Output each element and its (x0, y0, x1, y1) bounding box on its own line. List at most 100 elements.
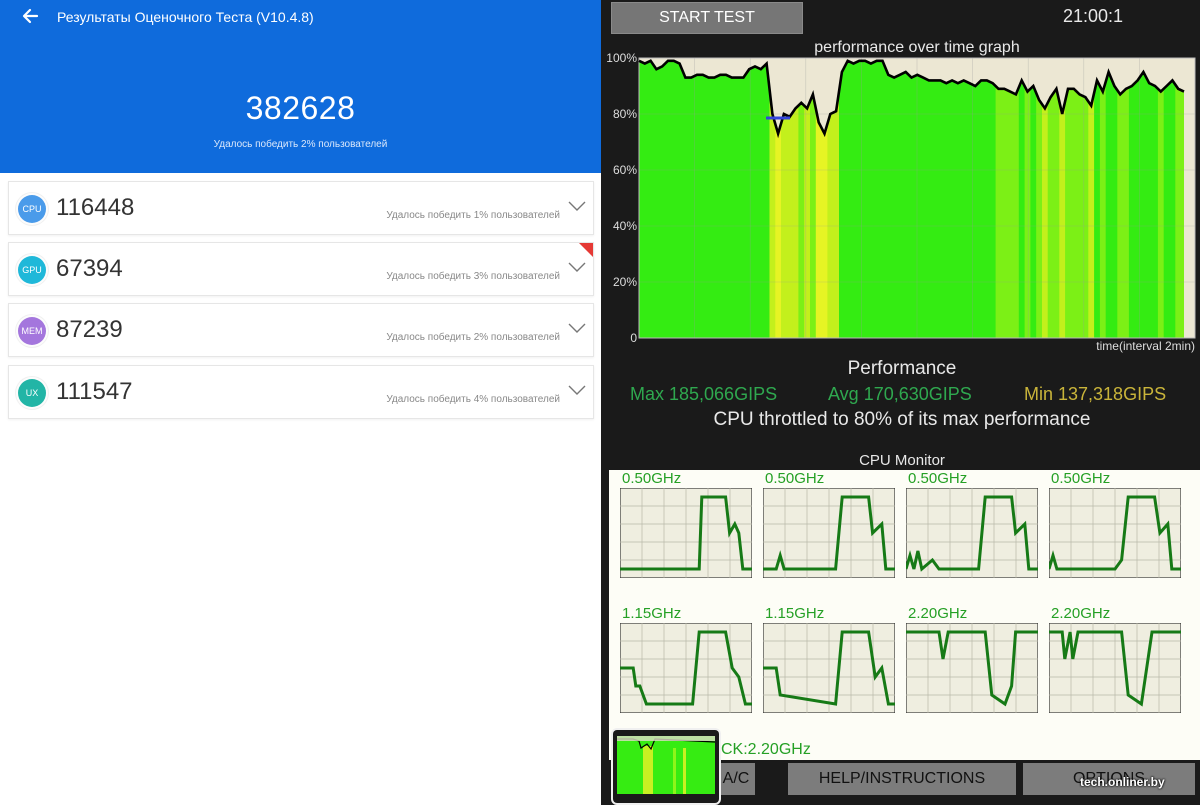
category-subtitle: Удалось победить 3% пользователей (386, 271, 560, 282)
performance-stripe (1123, 60, 1130, 338)
cpu-core-cell: 2.20GHz (895, 605, 1038, 740)
performance-stripe (862, 60, 869, 338)
performance-title: Performance (847, 358, 957, 379)
category-card-cpu[interactable]: CPU 116448 Удалось победить 1% пользоват… (8, 181, 594, 235)
performance-stripe (995, 60, 1002, 338)
performance-stripe (978, 60, 985, 338)
performance-stripe (943, 60, 950, 338)
help-instructions-button[interactable]: HELP/INSTRUCTIONS (788, 763, 1016, 795)
performance-stripe (757, 60, 765, 338)
graph-grid (639, 58, 1195, 338)
cpu-core-plot (1049, 623, 1181, 713)
performance-stripe (1099, 60, 1107, 338)
category-score: 111547 (56, 378, 133, 405)
cpu-core-plot (906, 623, 1038, 713)
cpu-core-frequency: 0.50GHz (622, 470, 682, 487)
performance-stripe (1007, 60, 1014, 338)
start-test-button[interactable]: START TEST (611, 2, 803, 34)
chevron-down-icon[interactable] (567, 260, 587, 274)
performance-stripe (1088, 60, 1095, 338)
cpu-core-load-line (763, 495, 895, 571)
cpu-core-frequency: 1.15GHz (622, 605, 682, 622)
performance-stripe (1082, 60, 1089, 338)
performance-stripe (723, 60, 730, 338)
cpu-core-frequency: 0.50GHz (1051, 470, 1111, 487)
cpu-core-load-line (906, 630, 1038, 707)
performance-stripe (688, 60, 695, 338)
screenshot-thumbnail[interactable] (611, 728, 721, 805)
performance-stripe (914, 60, 921, 338)
category-subtitle: Удалось победить 1% пользователей (386, 210, 560, 221)
category-card-ux[interactable]: UX 111547 Удалось победить 4% пользовате… (8, 365, 594, 419)
performance-stripe (833, 60, 840, 338)
cpu-badge-icon: CPU (18, 195, 46, 223)
performance-stripe (955, 60, 962, 338)
performance-stripe (734, 60, 742, 338)
cpu-core-plot (763, 623, 895, 713)
category-card-mem[interactable]: MEM 87239 Удалось победить 2% пользовате… (8, 303, 594, 357)
cpu-core-frequency: 0.50GHz (908, 470, 968, 487)
ux-badge-icon: UX (18, 379, 46, 407)
performance-stripe (699, 60, 707, 338)
antutu-results-panel: Результаты Оценочного Теста (V10.4.8) 38… (0, 0, 601, 419)
cpu-core-plot (1049, 488, 1181, 578)
performance-avg: Avg 170,630GIPS (828, 384, 972, 404)
category-score: 67394 (56, 255, 123, 282)
performance-stripe (891, 60, 898, 338)
graph-title: performance over time graph (814, 39, 1020, 56)
graph-frame (638, 57, 1196, 339)
performance-stripe (1018, 60, 1026, 338)
performance-stripe (949, 60, 956, 338)
new-ribbon-icon (579, 243, 593, 257)
performance-stripe (856, 60, 863, 338)
performance-stripe (926, 60, 933, 338)
x-axis-label: time(interval 2min) (1096, 339, 1195, 353)
performance-max: Max 185,066GIPS (630, 384, 778, 404)
performance-stripe (641, 60, 649, 338)
performance-stripe (1013, 60, 1020, 338)
options-button[interactable]: OPTIONS (1023, 763, 1195, 795)
ac-button[interactable]: A/C (717, 763, 755, 795)
performance-stripe (1030, 60, 1037, 338)
performance-stripe (1059, 60, 1066, 338)
total-score: 382628 (245, 90, 356, 126)
cpu-monitor-panel: 0.50GHz 0.50GHz 0.50GHz 0.50GHz 1.15GHz 1.15G… (609, 470, 1200, 760)
category-card-gpu[interactable]: GPU 67394 Удалось победить 3% пользовате… (8, 242, 594, 296)
performance-stripe (879, 60, 886, 338)
cpu-core-cell: 2.20GHz (1038, 605, 1181, 740)
performance-stripe (676, 60, 684, 338)
cpu-core-plot (763, 488, 895, 578)
watermark: tech.onliner.by (1080, 775, 1165, 789)
performance-stripe (920, 60, 927, 338)
performance-stripe (1105, 60, 1113, 338)
cpu-core-load-line (906, 495, 1038, 572)
page-title: Результаты Оценочного Теста (V10.4.8) (57, 9, 314, 25)
chevron-down-icon[interactable] (567, 383, 587, 397)
performance-stripe (1065, 60, 1072, 338)
performance-stripe (1169, 60, 1176, 338)
category-subtitle: Удалось победить 4% пользователей (386, 394, 560, 405)
performance-stripe (639, 60, 643, 338)
performance-stripe (647, 60, 655, 338)
performance-stripe (804, 60, 811, 338)
performance-stripe (728, 60, 736, 338)
performance-stripe (752, 60, 759, 338)
cpu-core-plot (620, 623, 752, 713)
performance-stripe (786, 60, 794, 338)
category-score: 116448 (56, 194, 135, 221)
performance-stripe (839, 60, 846, 338)
chevron-down-icon[interactable] (567, 199, 587, 213)
performance-stripe (740, 60, 747, 338)
cpu-core-frequency: 2.20GHz (908, 605, 968, 622)
performance-stripe (1036, 60, 1043, 338)
performance-stripe (763, 60, 771, 338)
cpu-monitor-title: CPU Monitor (859, 452, 945, 469)
performance-stripe (850, 60, 857, 338)
performance-stripe (792, 60, 799, 338)
cpu-core-frequency: 0.50GHz (765, 470, 825, 487)
performance-stripe (931, 60, 939, 338)
back-arrow-icon[interactable] (18, 4, 46, 28)
elapsed-clock: 21:00:1 (1063, 6, 1124, 26)
cpu-core-frequency: 2.20GHz (1051, 605, 1111, 622)
chevron-down-icon[interactable] (567, 321, 587, 335)
